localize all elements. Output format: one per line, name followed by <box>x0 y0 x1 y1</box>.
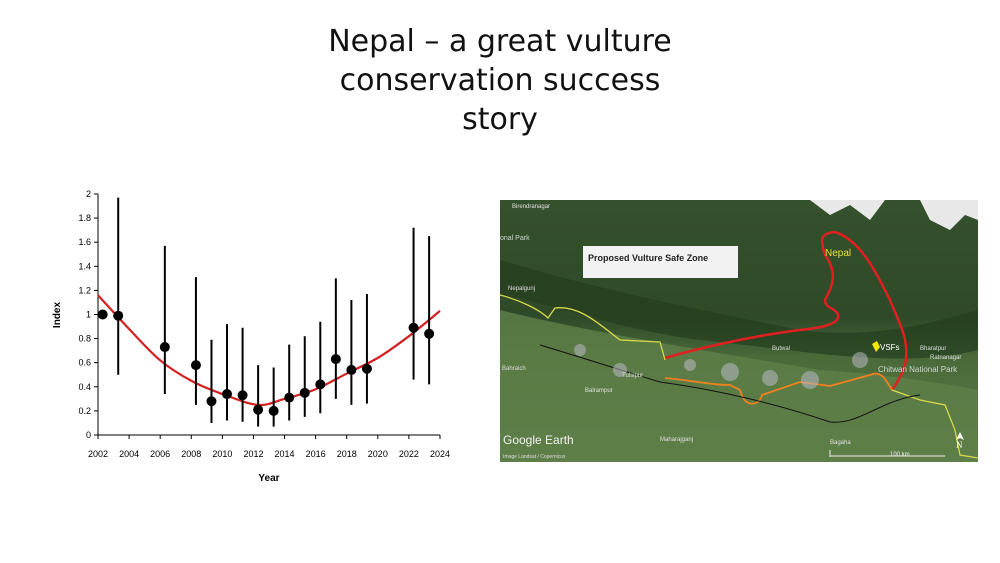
y-tick-label: 1.2 <box>78 285 91 295</box>
data-point <box>113 310 124 321</box>
data-point <box>159 342 170 353</box>
y-tick-label: 1.6 <box>78 237 91 247</box>
y-tick-label: 0.2 <box>78 406 91 416</box>
data-point <box>190 360 201 371</box>
vulture-safe-zone-map: Proposed Vulture Safe Zone Nepal VSFs Ch… <box>500 200 978 462</box>
data-point <box>237 390 248 401</box>
data-point <box>361 363 372 374</box>
terai-plain <box>500 310 978 462</box>
y-tick-label: 1.8 <box>78 213 91 223</box>
axes: 0 0.2 0.4 0.6 0.8 1 1.2 1.4 1.6 1.8 2 2002 2004 2006 2… <box>78 189 450 459</box>
x-tick-label: 2010 <box>212 449 232 459</box>
y-tick-label: 0.4 <box>78 382 91 392</box>
orange-boundary <box>664 372 893 405</box>
place-label: Bagaha <box>830 440 851 446</box>
data-point <box>346 364 357 375</box>
snow-peaks <box>810 200 978 230</box>
data-point <box>315 379 326 390</box>
imagery-credit: Image Landsat / Copernicus <box>503 454 566 460</box>
x-tick-label: 2006 <box>150 449 170 459</box>
hills <box>500 260 978 359</box>
place-label: Maharajganj <box>660 437 693 443</box>
trend-line <box>97 294 441 407</box>
vsf-pin-icon <box>872 341 880 352</box>
x-tick-label: 2002 <box>88 449 108 459</box>
x-tick-label: 2014 <box>275 449 295 459</box>
y-tick-label: 0 <box>86 430 91 440</box>
google-earth-logo: Google Earth <box>503 433 574 447</box>
data-point <box>253 404 264 415</box>
scale-label: 100 km <box>890 452 910 458</box>
x-axis-label: Year <box>258 473 279 484</box>
y-tick-label: 1 <box>86 310 91 320</box>
slide-title: Nepal – a great vulture conservation suc… <box>250 22 750 139</box>
north-arrow-icon <box>956 432 964 440</box>
place-label: Ratnanagar <box>930 355 961 361</box>
north-label: N <box>956 440 963 450</box>
y-tick-label: 0.8 <box>78 334 91 344</box>
data-point <box>284 392 295 403</box>
title-line: conservation success <box>339 63 661 98</box>
place-label: Bharatpur <box>920 346 946 352</box>
title-line: Nepal – a great vulture <box>328 24 672 59</box>
park-label-left: onal Park <box>500 235 530 242</box>
x-tick-label: 2018 <box>337 449 357 459</box>
place-label: Balrampur <box>585 388 613 394</box>
x-tick-label: 2012 <box>243 449 263 459</box>
place-label: Birendranagar <box>512 204 550 210</box>
x-tick-label: 2008 <box>181 449 201 459</box>
x-tick-label: 2024 <box>430 449 450 459</box>
label-box <box>583 246 738 278</box>
x-tick-label: 2020 <box>368 449 388 459</box>
park-label: Chitwan National Park <box>878 365 958 374</box>
title-line: story <box>462 102 538 137</box>
data-point <box>97 309 108 320</box>
settlement-dots <box>574 344 868 389</box>
data-points <box>97 197 435 427</box>
place-label: Bahraich <box>502 366 526 372</box>
y-axis-label: Index <box>52 302 63 329</box>
nepal-border <box>500 294 978 459</box>
data-point <box>330 354 341 365</box>
data-point <box>299 387 310 398</box>
y-tick-label: 1.4 <box>78 261 91 271</box>
x-tick-label: 2022 <box>399 449 419 459</box>
place-label: Tulsipur <box>622 373 643 379</box>
data-point <box>408 322 419 333</box>
data-point <box>206 396 217 407</box>
x-tick-label: 2004 <box>119 449 139 459</box>
label-box-text: Proposed Vulture Safe Zone <box>588 253 708 263</box>
data-point <box>268 405 279 416</box>
index-chart: 0 0.2 0.4 0.6 0.8 1 1.2 1.4 1.6 1.8 2 2002 2004 2006 2… <box>52 189 450 484</box>
y-tick-label: 2 <box>86 189 91 199</box>
place-label: Butwal <box>772 346 790 352</box>
y-tick-label: 0.6 <box>78 358 91 368</box>
data-point <box>222 389 233 400</box>
safe-zone-boundary <box>664 230 908 391</box>
place-label: Nepalgunj <box>508 286 535 292</box>
vsf-label: VSFs <box>880 343 900 352</box>
data-point <box>424 328 435 339</box>
india-line <box>539 344 921 423</box>
x-tick-label: 2016 <box>306 449 326 459</box>
country-label: Nepal <box>825 248 851 259</box>
